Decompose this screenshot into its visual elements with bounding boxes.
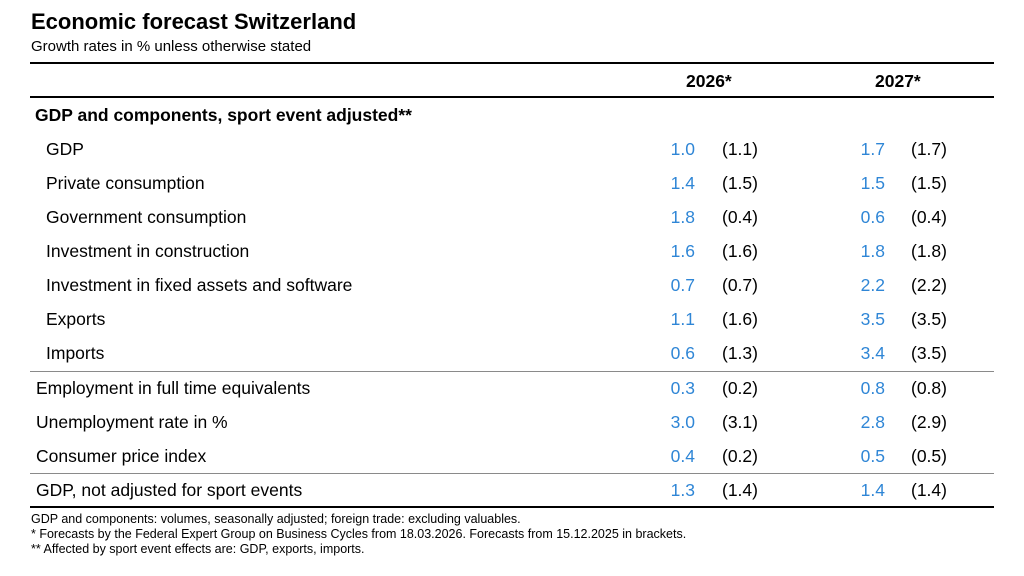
page-title: Economic forecast Switzerland bbox=[31, 9, 357, 34]
value-2027: 1.5 bbox=[860, 173, 885, 193]
table-row: Consumer price index 0.4 (0.2) 0.5 (0.5) bbox=[0, 445, 1024, 479]
row-label: Investment in construction bbox=[46, 241, 250, 261]
divider-after-components bbox=[30, 371, 994, 372]
previous-forecast-2026: (0.7) bbox=[722, 275, 758, 295]
previous-forecast-2027: (2.9) bbox=[911, 412, 947, 432]
table-row: Exports 1.1 (1.6) 3.5 (3.5) bbox=[0, 308, 1024, 342]
row-label: GDP bbox=[46, 139, 84, 159]
value-2027: 1.7 bbox=[860, 139, 885, 159]
value-2026: 1.0 bbox=[670, 139, 695, 159]
row-label: Unemployment rate in % bbox=[36, 412, 228, 432]
table-row: GDP, not adjusted for sport events 1.3 (1.… bbox=[0, 479, 1024, 513]
previous-forecast-2026: (1.4) bbox=[722, 480, 758, 500]
previous-forecast-2027: (0.8) bbox=[911, 378, 947, 398]
value-2026: 0.3 bbox=[670, 378, 695, 398]
row-label: Private consumption bbox=[46, 173, 205, 193]
previous-forecast-2026: (0.2) bbox=[722, 446, 758, 466]
value-2026: 1.4 bbox=[670, 173, 695, 193]
value-2026: 1.3 bbox=[670, 480, 695, 500]
value-2027: 1.8 bbox=[860, 241, 885, 261]
previous-forecast-2027: (1.8) bbox=[911, 241, 947, 261]
value-2026: 1.1 bbox=[670, 309, 695, 329]
previous-forecast-2026: (1.6) bbox=[722, 309, 758, 329]
divider-before-unadjusted-gdp bbox=[30, 473, 994, 474]
table-row: Unemployment rate in % 3.0 (3.1) 2.8 (2.9) bbox=[0, 411, 1024, 445]
value-2027: 3.5 bbox=[860, 309, 885, 329]
previous-forecast-2026: (1.6) bbox=[722, 241, 758, 261]
previous-forecast-2027: (0.4) bbox=[911, 207, 947, 227]
value-2027: 1.4 bbox=[860, 480, 885, 500]
value-2026: 0.6 bbox=[670, 343, 695, 363]
table-row: Government consumption 1.8 (0.4) 0.6 (0.4) bbox=[0, 206, 1024, 240]
previous-forecast-2027: (1.5) bbox=[911, 173, 947, 193]
table-row: GDP 1.0 (1.1) 1.7 (1.7) bbox=[0, 138, 1024, 172]
previous-forecast-2026: (1.5) bbox=[722, 173, 758, 193]
previous-forecast-2026: (1.3) bbox=[722, 343, 758, 363]
row-label: Investment in fixed assets and software bbox=[46, 275, 353, 295]
table-row: Investment in construction 1.6 (1.6) 1.8 (1.… bbox=[0, 240, 1024, 274]
value-2026: 1.6 bbox=[670, 241, 695, 261]
value-2027: 2.2 bbox=[860, 275, 885, 295]
header-rule bbox=[30, 96, 994, 98]
footnote-line: GDP and components: volumes, seasonally … bbox=[31, 512, 521, 526]
footnote-line: * Forecasts by the Federal Expert Group … bbox=[31, 527, 687, 541]
table-row: Imports 0.6 (1.3) 3.4 (3.5) bbox=[0, 342, 1024, 376]
page-subtitle: Growth rates in % unless otherwise state… bbox=[31, 38, 312, 55]
row-label: Exports bbox=[46, 309, 106, 329]
value-2026: 0.7 bbox=[670, 275, 695, 295]
row-label: Consumer price index bbox=[36, 446, 207, 466]
value-2027: 2.8 bbox=[860, 412, 885, 432]
value-2027: 0.5 bbox=[860, 446, 885, 466]
top-rule bbox=[30, 62, 994, 64]
row-label: Imports bbox=[46, 343, 105, 363]
column-header-2027: 2027* bbox=[875, 71, 921, 91]
previous-forecast-2027: (0.5) bbox=[911, 446, 947, 466]
table-row: Private consumption 1.4 (1.5) 1.5 (1.5) bbox=[0, 172, 1024, 206]
previous-forecast-2027: (3.5) bbox=[911, 309, 947, 329]
value-2026: 3.0 bbox=[670, 412, 695, 432]
previous-forecast-2026: (0.4) bbox=[722, 207, 758, 227]
bottom-rule bbox=[30, 506, 994, 508]
value-2027: 0.6 bbox=[860, 207, 885, 227]
table-row: Employment in full time equivalents 0.3 (0… bbox=[0, 377, 1024, 411]
footnotes: GDP and components: volumes, seasonally … bbox=[31, 512, 686, 557]
previous-forecast-2026: (0.2) bbox=[722, 378, 758, 398]
value-2026: 1.8 bbox=[670, 207, 695, 227]
previous-forecast-2027: (1.7) bbox=[911, 139, 947, 159]
section-header: GDP and components, sport event adjusted… bbox=[35, 105, 412, 125]
row-label: GDP, not adjusted for sport events bbox=[36, 480, 303, 500]
previous-forecast-2027: (1.4) bbox=[911, 480, 947, 500]
value-2027: 0.8 bbox=[860, 378, 885, 398]
footnote-line: ** Affected by sport event effects are: … bbox=[31, 542, 365, 556]
previous-forecast-2027: (3.5) bbox=[911, 343, 947, 363]
row-label: Employment in full time equivalents bbox=[36, 378, 311, 398]
table-row: Investment in fixed assets and software 0… bbox=[0, 274, 1024, 308]
row-label: Government consumption bbox=[46, 207, 247, 227]
previous-forecast-2027: (2.2) bbox=[911, 275, 947, 295]
value-2027: 3.4 bbox=[860, 343, 885, 363]
previous-forecast-2026: (3.1) bbox=[722, 412, 758, 432]
value-2026: 0.4 bbox=[670, 446, 695, 466]
column-header-2026: 2026* bbox=[686, 71, 732, 91]
previous-forecast-2026: (1.1) bbox=[722, 139, 758, 159]
